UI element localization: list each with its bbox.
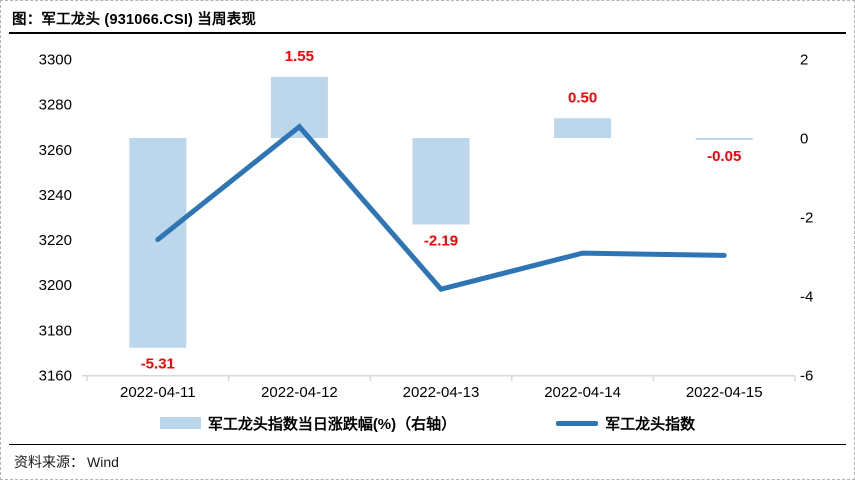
legend-label-line-series: 军工龙头指数 xyxy=(605,415,696,433)
index-line xyxy=(155,123,727,293)
y-axis-left-tick-label: 3300 xyxy=(39,52,72,69)
source-value: Wind xyxy=(87,454,119,470)
x-axis-label: 2022-04-14 xyxy=(544,384,621,401)
y-axis-right-tick-label: -4 xyxy=(800,289,813,306)
legend-label-bar-series: 军工龙头指数当日涨跌幅(%)（右轴） xyxy=(207,415,457,433)
bar xyxy=(412,138,470,225)
bar xyxy=(129,138,187,348)
legend-item-bar-series: 军工龙头指数当日涨跌幅(%)（右轴） xyxy=(159,413,457,434)
bar xyxy=(695,138,753,140)
x-axis-label: 2022-04-12 xyxy=(261,384,338,401)
legend-item-line-series: 军工龙头指数 xyxy=(556,413,695,434)
y-axis-left-tick-label: 3160 xyxy=(39,368,72,385)
title-divider xyxy=(9,32,846,34)
y-axis-left-tick-label: 3260 xyxy=(39,142,72,159)
legend-line-swatch-icon xyxy=(556,420,599,426)
x-axis-label: 2022-04-11 xyxy=(120,384,196,401)
bar-data-label: -0.05 xyxy=(707,148,741,165)
combo-chart: 3300 3280 3260 3240 3220 3200 3180 3160 2 0 -2 -4 -6… xyxy=(39,48,814,401)
x-axis-label: 2022-04-13 xyxy=(403,384,480,401)
chart-legend: 军工龙头指数当日涨跌幅(%)（右轴） 军工龙头指数 xyxy=(1,411,854,435)
x-axis-label: 2022-04-15 xyxy=(686,384,763,401)
y-axis-left-tick-label: 3220 xyxy=(39,232,72,249)
y-axis-left-tick-label: 3240 xyxy=(39,187,72,204)
y-axis-left-tick-label: 3280 xyxy=(39,97,72,114)
source-label: 资料来源： xyxy=(14,456,84,471)
y-axis-right-tick-label: -2 xyxy=(800,210,813,227)
figure-title: 图：军工龙头 (931066.CSI) 当周表现 xyxy=(12,12,257,28)
y-axis-right-tick-label: -6 xyxy=(800,368,813,385)
bar-data-label: -2.19 xyxy=(424,233,458,250)
y-axis-right-tick-label: 2 xyxy=(800,52,808,69)
source-note: 资料来源： Wind xyxy=(14,452,119,472)
y-axis-left-tick-label: 3180 xyxy=(39,322,72,339)
legend-bar-swatch-icon xyxy=(159,417,201,429)
bar-data-label: 0.50 xyxy=(568,89,597,106)
bar xyxy=(554,118,612,138)
y-axis-left-tick-label: 3200 xyxy=(39,277,72,294)
bar-data-label: -5.31 xyxy=(141,356,175,373)
footer-divider xyxy=(9,444,846,445)
y-axis-right-tick-label: 0 xyxy=(800,131,808,148)
bar-data-label: 1.55 xyxy=(285,48,314,65)
